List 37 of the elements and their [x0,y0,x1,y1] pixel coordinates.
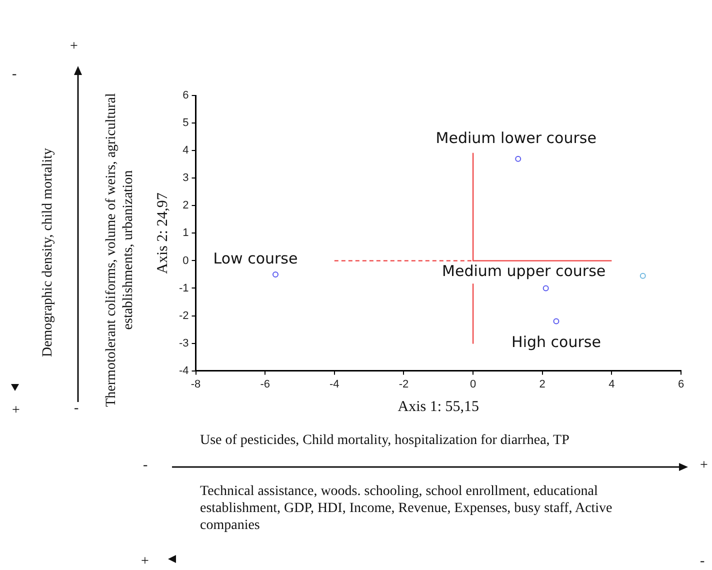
y-tick-label: 4 [182,144,189,157]
text: + [12,402,21,419]
text: - [143,457,149,474]
text: + [700,457,709,474]
text: Thermotolerant coliforms, volume of weirs, agricultural establishments, urbanization [103,92,137,409]
text: Use of pesticides, Child mortality, hospitalization for diarrhea, TP [200,432,570,449]
x-tick-label: -4 [330,378,340,390]
y-axis-title: Axis 2: 24,97 [154,192,171,274]
x-tick-label: -2 [398,378,409,390]
y-tick-label: -3 [179,337,189,350]
x-tick-label: 4 [608,378,615,390]
x-tick-label: -6 [260,378,270,390]
y-tick-label: 2 [182,200,189,212]
y-tick-label: 3 [182,172,189,184]
text: + [141,553,150,570]
y-tick-label: 5 [182,117,189,130]
text: Demographic density, child mortality [40,146,56,359]
x-tick-label: 0 [470,378,476,390]
x-tick-label: 6 [678,378,684,390]
text: + [70,38,79,55]
x-axis-title: Axis 1: 55,15 [398,398,480,415]
y-tick-label: 6 [182,90,189,102]
y-tick-label: -2 [179,310,189,322]
annotation: Low course [213,249,298,268]
text: - [12,66,18,83]
y-tick-label: -4 [179,364,189,377]
text: - [700,553,706,570]
x-tick-label: 2 [539,378,546,390]
y-tick-label: 1 [182,227,189,240]
text: Technical assistance, woods. schooling, school enrollment, educational establishment, GDP, HDI, Income, Revenue, Expenses, busy staff, Active companies [200,483,614,534]
y-tick-label: -1 [179,282,189,294]
y-tick-label: 0 [182,254,189,267]
x-tick-label: -8 [190,378,201,390]
annotation: Medium lower course [436,128,596,147]
text: - [74,400,80,417]
annotation: Medium upper course [442,262,606,280]
annotation: High course [512,333,601,352]
